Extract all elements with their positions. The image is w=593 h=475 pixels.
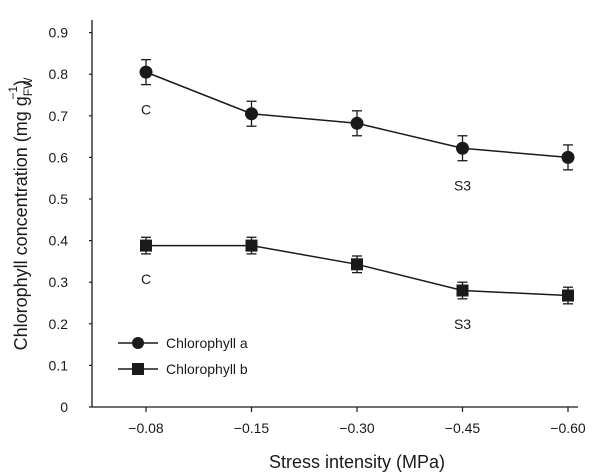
- y-tick-label: 0.5: [49, 191, 69, 207]
- data-point-chlorophyll-b: [351, 258, 363, 271]
- y-axis-label-sup: −1: [6, 86, 20, 100]
- y-tick-label: 0.9: [49, 25, 69, 41]
- y-tick-label: 0.1: [49, 357, 69, 373]
- x-tick-label: −0.45: [445, 420, 481, 436]
- annotation-label: C: [141, 271, 151, 287]
- axes: [91, 20, 578, 408]
- annotation-label: S3: [454, 178, 471, 194]
- y-axis-label-sub: FW: [21, 77, 35, 96]
- data-point-chlorophyll-a: [561, 150, 575, 164]
- y-tick-label: 0.3: [49, 274, 69, 290]
- annotation-layer: C S3 C S3: [141, 102, 471, 332]
- y-tick-label: 0.6: [49, 149, 69, 165]
- x-ticks: −0.08 −0.15 −0.30 −0.45 −0.60: [128, 407, 586, 436]
- data-point-chlorophyll-a: [245, 107, 258, 121]
- data-point-chlorophyll-b: [562, 289, 574, 302]
- y-tick-label: 0.2: [49, 316, 69, 332]
- annotation-label: S3: [454, 316, 471, 332]
- legend-marker-chlorophyll-b: [132, 363, 144, 375]
- x-tick-label: −0.60: [550, 420, 586, 436]
- y-tick-label: 0.7: [49, 108, 69, 124]
- data-point-chlorophyll-b: [456, 284, 469, 297]
- annotation-label: C: [141, 102, 151, 118]
- x-tick-label: −0.08: [128, 420, 164, 436]
- data-point-chlorophyll-b: [245, 239, 258, 252]
- legend: Chlorophyll a Chlorophyll b: [118, 335, 248, 377]
- y-axis-label-main: Chlorophyll concentration (mg g: [11, 96, 31, 350]
- data-point-chlorophyll-a: [139, 65, 153, 79]
- data-point-chlorophyll-a: [350, 116, 364, 130]
- y-tick-label: 0.4: [49, 233, 69, 249]
- legend-marker-chlorophyll-a: [132, 337, 144, 349]
- x-tick-label: −0.30: [339, 420, 375, 436]
- legend-label-chlorophyll-a: Chlorophyll a: [166, 335, 248, 351]
- x-tick-label: −0.15: [234, 420, 270, 436]
- y-axis-label-close: ): [11, 80, 31, 86]
- y-axis-label: Chlorophyll concentration (mg gFW−1): [6, 77, 35, 350]
- data-point-chlorophyll-b: [140, 239, 152, 252]
- x-axis-label: Stress intensity (MPa): [269, 452, 445, 472]
- y-tick-label: 0.8: [49, 66, 69, 82]
- series-layer: [139, 58, 575, 305]
- data-point-chlorophyll-a: [456, 141, 469, 155]
- legend-label-chlorophyll-b: Chlorophyll b: [166, 361, 248, 377]
- y-ticks: 0 0.1 0.2 0.3 0.4 0.5 0.6 0.7 0.8 0.9: [49, 25, 92, 415]
- y-tick-label: 0: [60, 399, 68, 415]
